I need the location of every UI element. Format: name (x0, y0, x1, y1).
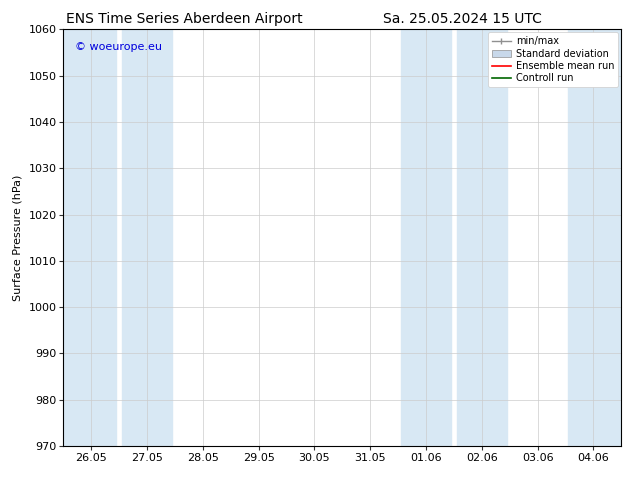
Text: Sa. 25.05.2024 15 UTC: Sa. 25.05.2024 15 UTC (384, 12, 542, 26)
Bar (456, 29, 507, 446)
Bar (568, 29, 621, 446)
Bar (122, 29, 172, 446)
Text: ENS Time Series Aberdeen Airport: ENS Time Series Aberdeen Airport (65, 12, 302, 26)
Y-axis label: Surface Pressure (hPa): Surface Pressure (hPa) (13, 174, 23, 301)
Bar (401, 29, 451, 446)
Legend: min/max, Standard deviation, Ensemble mean run, Controll run: min/max, Standard deviation, Ensemble me… (488, 32, 618, 87)
Bar (63, 29, 117, 446)
Text: © woeurope.eu: © woeurope.eu (75, 42, 162, 52)
